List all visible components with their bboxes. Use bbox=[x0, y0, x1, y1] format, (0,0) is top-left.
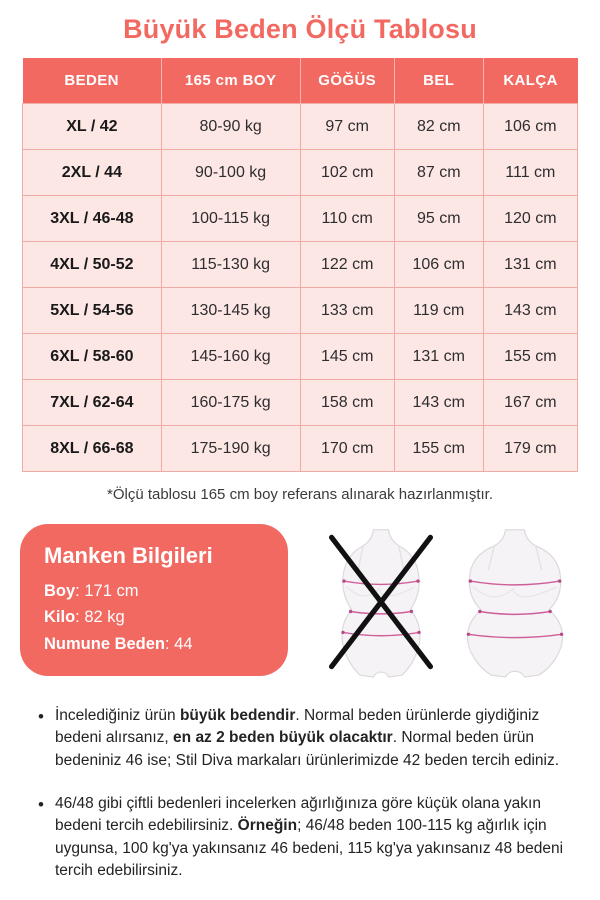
table-cell: 8XL / 66-68 bbox=[22, 425, 162, 472]
table-cell: 122 cm bbox=[299, 241, 395, 288]
table-cell: 133 cm bbox=[299, 287, 395, 334]
model-info-card: Manken Bilgileri Boy: 171 cm Kilo: 82 kg N… bbox=[20, 524, 288, 677]
table-cell: 170 cm bbox=[299, 425, 395, 472]
table-cell: 160-175 kg bbox=[160, 379, 301, 426]
table-cell: 111 cm bbox=[482, 149, 579, 196]
table-cell: 155 cm bbox=[482, 333, 579, 380]
table-row: 5XL / 54-56 130-145 kg 133 cm 119 cm 143 cm bbox=[22, 287, 579, 334]
table-cell: 143 cm bbox=[482, 287, 579, 334]
table-cell: 5XL / 54-56 bbox=[22, 287, 162, 334]
table-cell: 131 cm bbox=[393, 333, 484, 380]
model-info-fields: Boy: 171 cm Kilo: 82 kg Numune Beden: 44 bbox=[44, 578, 264, 657]
model-info-field: Boy: 171 cm bbox=[44, 582, 139, 600]
table-cell: 90-100 kg bbox=[160, 149, 301, 196]
table-row: 4XL / 50-52 115-130 kg 122 cm 106 cm 131 cm bbox=[22, 241, 579, 288]
model-section: Manken Bilgileri Boy: 171 cm Kilo: 82 kg N… bbox=[0, 524, 600, 678]
plus-body-icon bbox=[466, 529, 564, 678]
table-row: 6XL / 58-60 145-160 kg 145 cm 131 cm 155 cm bbox=[22, 333, 579, 380]
table-row: XL / 42 80-90 kg 97 cm 82 cm 106 cm bbox=[22, 103, 579, 150]
column-header: 165 cm BOY bbox=[161, 58, 301, 104]
table-cell: 143 cm bbox=[393, 379, 484, 426]
table-cell: 6XL / 58-60 bbox=[22, 333, 162, 380]
size-table: BEDEN 165 cm BOY GÖĞÜS BEL KALÇA XL / 42 80-9… bbox=[22, 58, 579, 472]
model-info-field: Numune Beden: 44 bbox=[44, 634, 193, 653]
table-cell: XL / 42 bbox=[22, 103, 162, 150]
table-cell: 175-190 kg bbox=[160, 425, 301, 472]
table-cell: 100-115 kg bbox=[160, 195, 301, 242]
table-cell: 3XL / 46-48 bbox=[22, 195, 162, 242]
table-cell: 131 cm bbox=[482, 241, 579, 288]
table-cell: 102 cm bbox=[299, 149, 395, 196]
table-cell: 106 cm bbox=[482, 103, 579, 150]
table-cell: 130-145 kg bbox=[160, 287, 301, 334]
table-cell: 119 cm bbox=[393, 287, 484, 334]
column-header: BEL bbox=[394, 58, 484, 104]
table-cell: 179 cm bbox=[482, 425, 579, 472]
table-row: 2XL / 44 90-100 kg 102 cm 87 cm 111 cm bbox=[22, 149, 579, 196]
model-info-title: Manken Bilgileri bbox=[44, 543, 213, 568]
page-title: Büyük Beden Ölçü Tablosu bbox=[123, 14, 477, 44]
table-cell: 110 cm bbox=[299, 195, 395, 242]
table-cell: 95 cm bbox=[393, 195, 484, 242]
column-header: GÖĞÜS bbox=[300, 58, 395, 104]
table-cell: 80-90 kg bbox=[160, 103, 301, 150]
table-cell: 2XL / 44 bbox=[22, 149, 162, 196]
model-info-field: Kilo: 82 kg bbox=[44, 608, 125, 627]
note-item: İncelediğiniz ürün büyük bedendir. Norma… bbox=[38, 705, 566, 772]
table-cell: 4XL / 50-52 bbox=[22, 241, 162, 288]
table-cell: 167 cm bbox=[482, 379, 579, 426]
slim-body-crossed-icon bbox=[328, 529, 434, 678]
table-cell: 87 cm bbox=[393, 149, 484, 196]
note-item: 46/48 gibi çiftli bedenleri incelerken a… bbox=[38, 793, 566, 882]
table-cell: 155 cm bbox=[393, 425, 484, 472]
table-cell: 145 cm bbox=[299, 333, 395, 380]
table-cell: 158 cm bbox=[299, 379, 395, 426]
table-row: 7XL / 62-64 160-175 kg 158 cm 143 cm 167 cm bbox=[22, 379, 579, 426]
table-row: 8XL / 66-68 175-190 kg 170 cm 155 cm 179 cm bbox=[22, 425, 579, 472]
column-header: KALÇA bbox=[483, 58, 578, 104]
notes-list: İncelediğiniz ürün büyük bedendir. Norma… bbox=[38, 705, 566, 882]
cross-mark-icon bbox=[328, 534, 434, 670]
table-row: 3XL / 46-48 100-115 kg 110 cm 95 cm 120 cm bbox=[22, 195, 579, 242]
column-header: BEDEN bbox=[22, 58, 162, 104]
table-cell: 115-130 kg bbox=[160, 241, 301, 288]
table-cell: 82 cm bbox=[393, 103, 484, 150]
body-figures bbox=[320, 524, 580, 678]
table-footnote: *Ölçü tablosu 165 cm boy referans alınar… bbox=[106, 486, 493, 503]
table-cell: 106 cm bbox=[393, 241, 484, 288]
table-header-row: BEDEN 165 cm BOY GÖĞÜS BEL KALÇA bbox=[22, 58, 578, 104]
table-cell: 120 cm bbox=[482, 195, 579, 242]
table-cell: 145-160 kg bbox=[160, 333, 301, 380]
table-cell: 7XL / 62-64 bbox=[22, 379, 162, 426]
table-cell: 97 cm bbox=[299, 103, 395, 150]
